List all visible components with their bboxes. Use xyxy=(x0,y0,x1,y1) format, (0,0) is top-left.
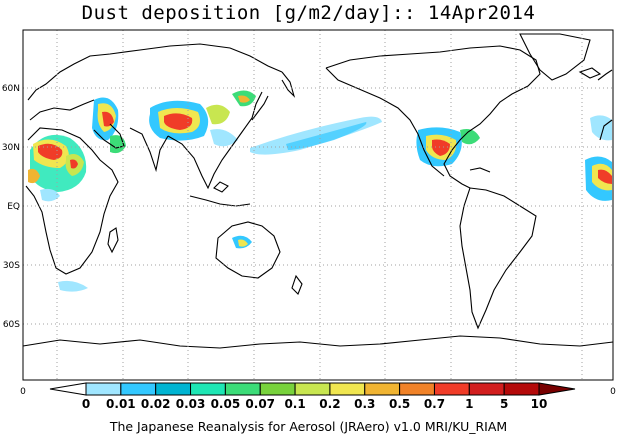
colorbar-arrow-low xyxy=(49,382,87,396)
colorbar-swatch xyxy=(329,382,366,396)
colorbar-label: 0.05 xyxy=(211,397,241,411)
colorbar-swatch xyxy=(364,382,401,396)
map-plot-area xyxy=(22,29,614,381)
latitude-labels: 60N 30N EQ 30S 60S xyxy=(2,84,20,330)
colorbar-swatch xyxy=(468,382,505,396)
colorbar-swatch xyxy=(224,382,261,396)
colorbar-label: 0 xyxy=(82,397,90,411)
lat-label-30s: 30S xyxy=(3,261,20,271)
colorbar-label: 0.5 xyxy=(389,397,410,411)
colorbar-swatch xyxy=(433,382,470,396)
lat-label-60s: 60S xyxy=(3,320,20,330)
colorbar-label: 0.7 xyxy=(424,397,445,411)
colorbar-label: 0.2 xyxy=(319,397,340,411)
colorbar-label: 0.1 xyxy=(284,397,305,411)
colorbar-label: 0.07 xyxy=(245,397,275,411)
lat-label-eq: EQ xyxy=(7,202,20,212)
colorbar-swatch xyxy=(503,382,540,396)
colorbar-label: 5 xyxy=(500,397,508,411)
colorbar-swatch xyxy=(399,382,435,396)
colorbar-swatch xyxy=(190,382,226,396)
dust-shading xyxy=(28,90,612,292)
colorbar-label: 0.01 xyxy=(106,397,136,411)
footer-credit: The Japanese Reanalysis for Aerosol (JRA… xyxy=(109,419,508,434)
colorbar-edge-right: 0 xyxy=(610,387,616,397)
lat-label-60n: 60N xyxy=(2,84,20,94)
coastlines xyxy=(22,33,614,349)
colorbar-swatch xyxy=(155,382,192,396)
colorbar-label: 0.03 xyxy=(176,397,206,411)
colorbar-swatch xyxy=(259,382,296,396)
colorbar-label: 0.3 xyxy=(354,397,375,411)
colorbar-edge-left: 0 xyxy=(20,387,26,397)
colorbar-label: 1 xyxy=(465,397,473,411)
colorbar-swatch xyxy=(294,382,331,396)
colorbar-swatch xyxy=(85,382,122,396)
colorbar-label: 0.02 xyxy=(141,397,171,411)
colorbar: 0 0 0 0.01 0.02 0.03 0.05 0.07 0.1 0.2 0.3 0.5 0.7… xyxy=(20,382,616,411)
colorbar-arrow-high xyxy=(538,382,576,396)
map-title: Dust deposition [g/m2/day]:: 14Apr2014 xyxy=(81,2,536,24)
colorbar-swatch xyxy=(120,382,157,396)
colorbar-label: 10 xyxy=(531,397,548,411)
lat-label-30n: 30N xyxy=(2,143,20,153)
